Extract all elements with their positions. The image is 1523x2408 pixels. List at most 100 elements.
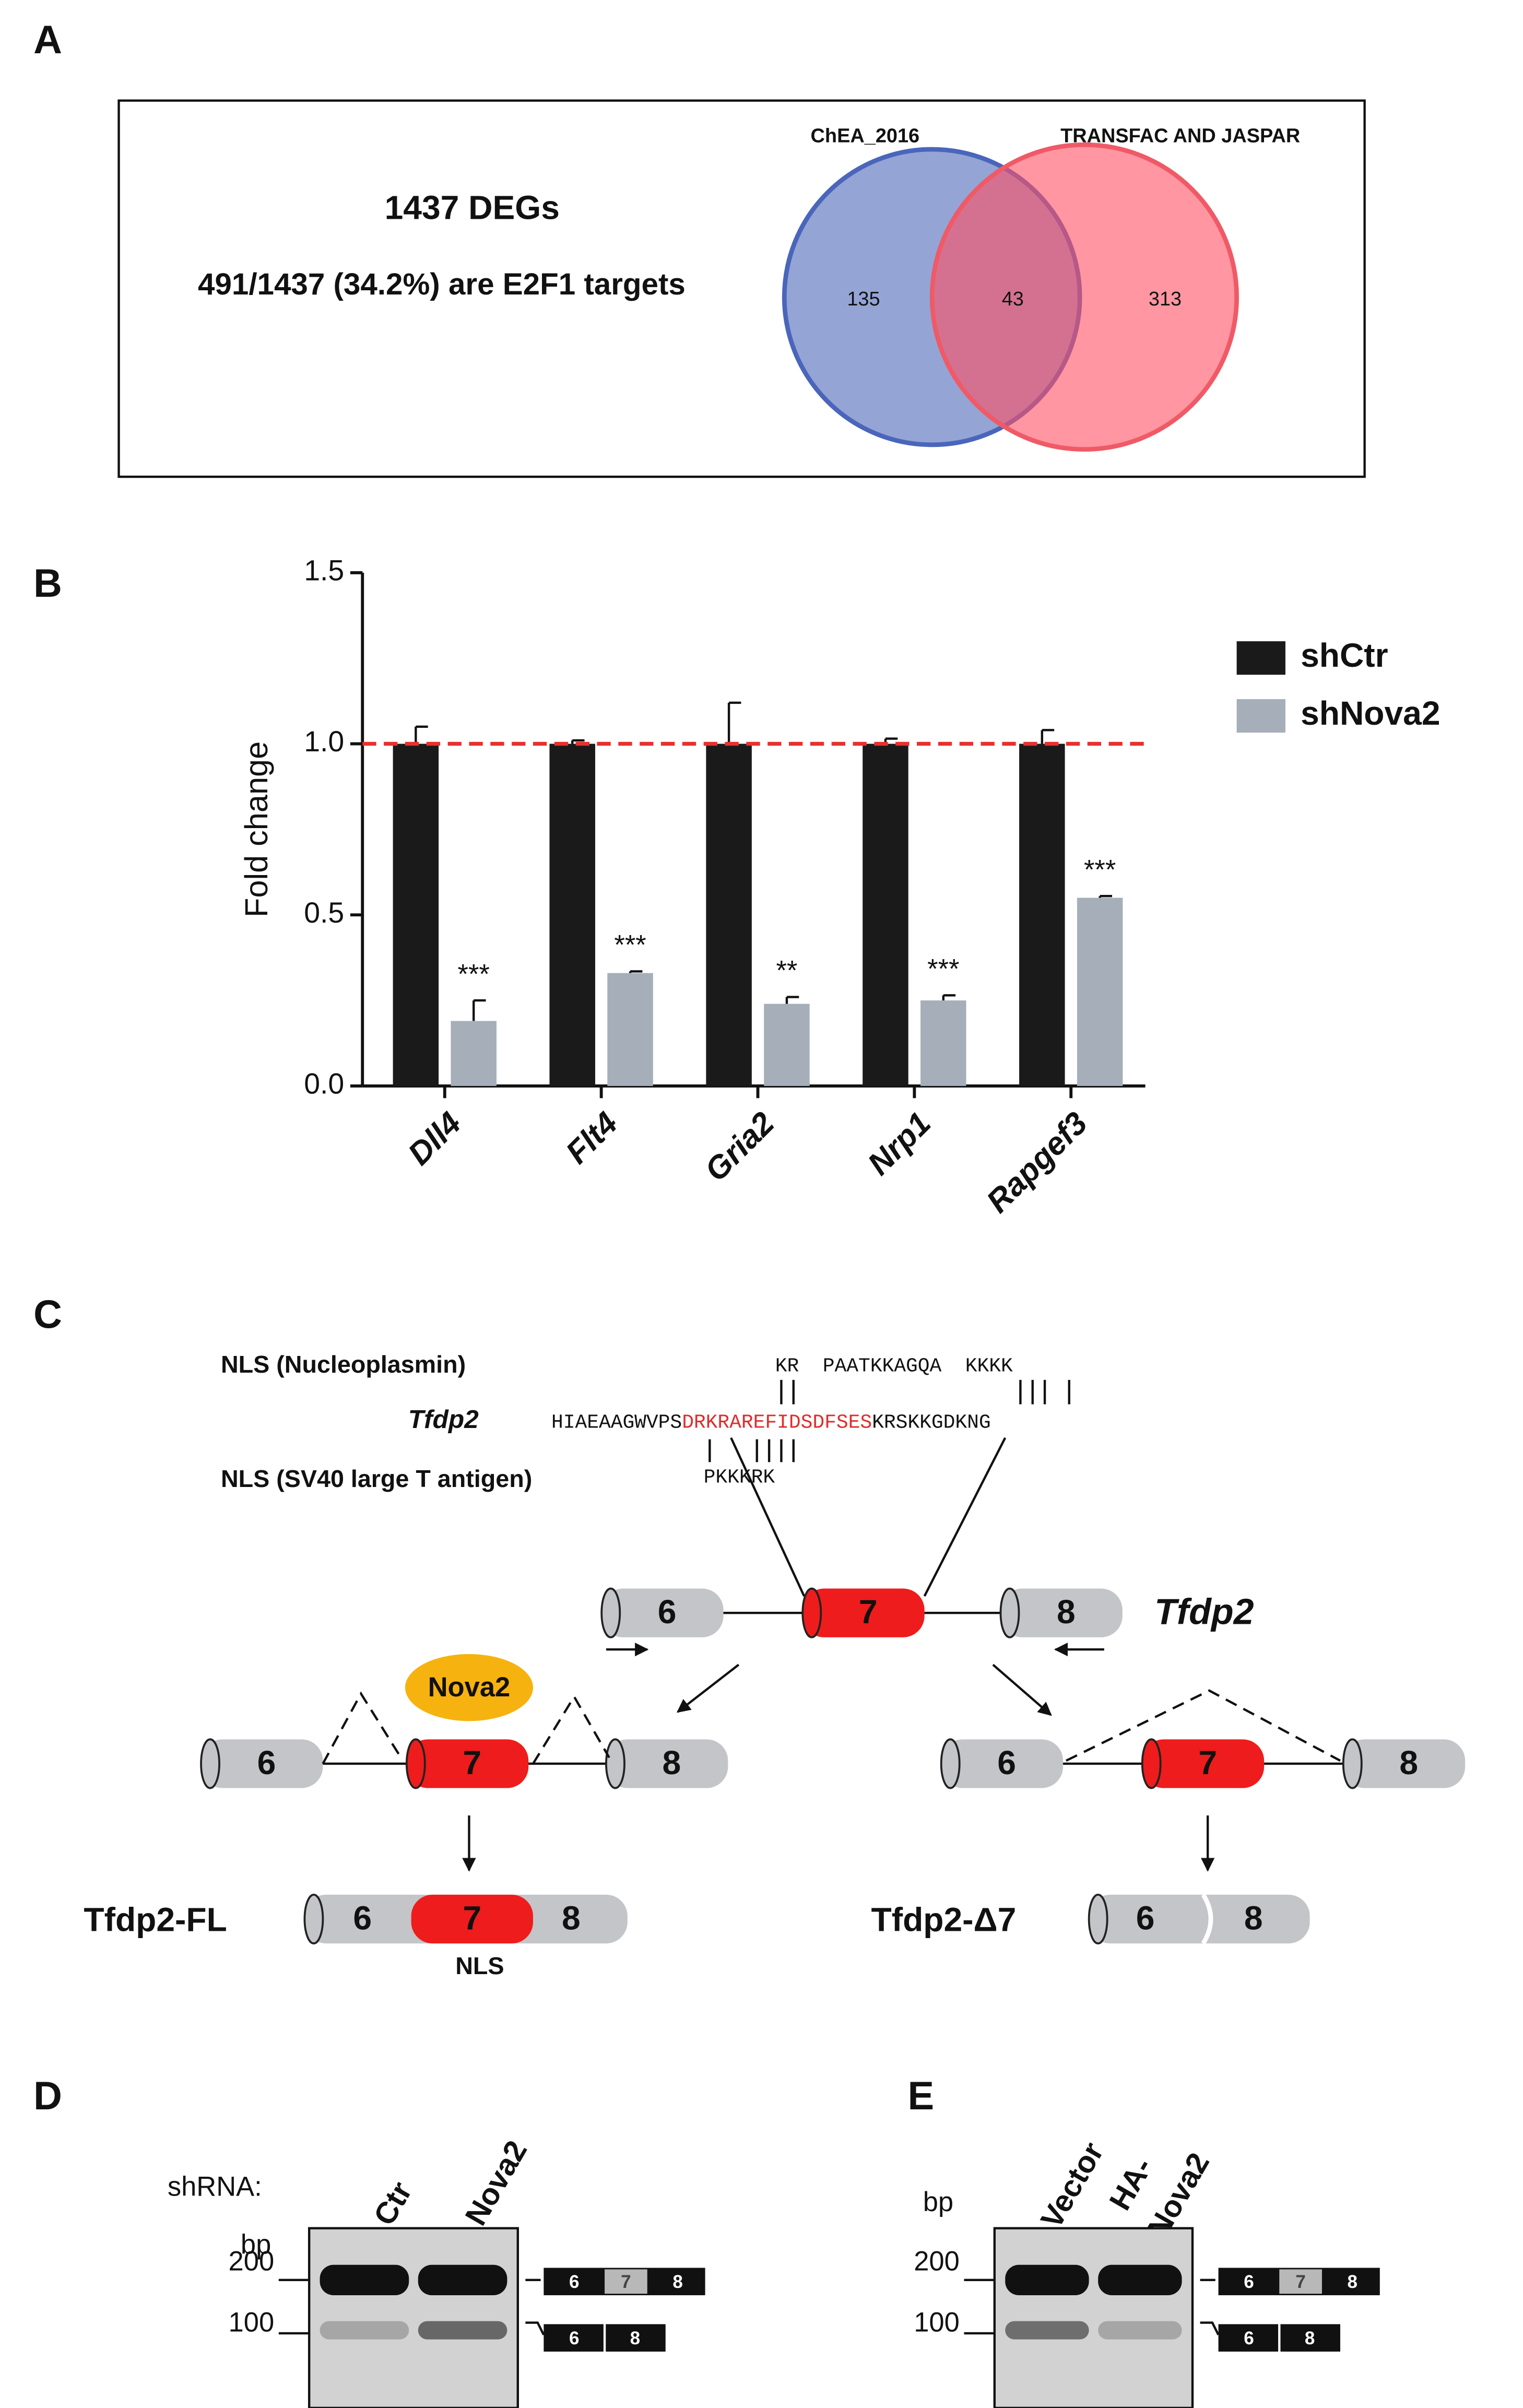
annotation: ***	[1084, 854, 1116, 885]
band	[1005, 2264, 1089, 2296]
exon-label: 7	[621, 2272, 631, 2292]
exon-end	[999, 1587, 1020, 1638]
exon-end	[801, 1587, 822, 1638]
error-bar	[415, 725, 428, 744]
exon	[1343, 1739, 1466, 1788]
x-tick-label: Flt4	[559, 1105, 624, 1171]
venn-set-label: ChEA_2016	[811, 125, 920, 147]
gene-label: Tfdp2	[408, 1404, 479, 1434]
exon-end	[600, 1587, 621, 1638]
isoform-box	[1279, 2269, 1322, 2294]
sequence: KR PAATKKAGQA KKKK	[775, 1355, 1013, 1378]
exon-label: 6	[1244, 2328, 1254, 2348]
bar	[393, 743, 439, 1086]
bar	[764, 1004, 810, 1086]
gel-header: bp	[923, 2187, 953, 2217]
isoform-box	[605, 2269, 647, 2294]
x-tick-label: Rapgef3	[979, 1105, 1094, 1220]
x-tick-label: Dll4	[401, 1105, 468, 1172]
legend-swatch	[1236, 641, 1285, 675]
exon-label: 7	[463, 1899, 481, 1937]
marker-label: 200	[229, 2246, 275, 2277]
marker-label: 100	[229, 2307, 275, 2338]
error-bar	[571, 739, 585, 744]
bar	[863, 743, 908, 1086]
exon	[802, 1588, 925, 1637]
lane-label: Vector	[1034, 2136, 1110, 2234]
exon-label: 6	[997, 1744, 1016, 1781]
legend-swatch	[1236, 699, 1285, 733]
y-axis-label: Fold change	[239, 741, 274, 917]
exon-label: 8	[630, 2328, 640, 2348]
panel-label: E	[908, 2074, 935, 2118]
exon	[406, 1739, 529, 1788]
gene-label: Tfdp2	[1154, 1591, 1254, 1632]
nls-label: NLS (SV40 large T antigen)	[221, 1465, 532, 1492]
bar	[451, 1021, 497, 1086]
band	[418, 2264, 507, 2296]
exon-end	[1342, 1738, 1363, 1789]
y-tick-label: 1.0	[304, 725, 344, 758]
gel-header: bp	[241, 2229, 271, 2260]
legend-label: shCtr	[1301, 636, 1388, 674]
legend-label: shNova2	[1301, 694, 1440, 732]
panel-label: A	[33, 18, 62, 62]
pointer	[525, 2279, 545, 2335]
nls-label: NLS (Nucleoplasmin)	[221, 1351, 466, 1378]
exon-label: 8	[562, 1899, 581, 1937]
band	[418, 2321, 507, 2340]
exon	[1000, 1588, 1123, 1637]
bar	[706, 743, 752, 1086]
gel: 6 7 8 6 8	[964, 2227, 1380, 2408]
venn-count: 43	[1002, 288, 1024, 310]
annotation: ***	[614, 930, 646, 961]
deg-subtitle: 491/1437 (34.2%) are E2F1 targets	[198, 267, 686, 301]
exon	[941, 1739, 1064, 1788]
gel: 6 7 8 6 8	[278, 2227, 705, 2408]
exon-label: 6	[569, 2328, 579, 2348]
exon-label: 8	[663, 1744, 681, 1781]
marker-label: 200	[914, 2246, 960, 2277]
seq-part: KRSKKGDKNG	[872, 1412, 990, 1434]
gel-header: shRNA:	[168, 2171, 262, 2202]
error-bar	[785, 996, 799, 1004]
exon-end	[200, 1738, 220, 1789]
annotation: ***	[927, 953, 959, 984]
exon-junction	[1201, 1893, 1213, 1945]
venn-set-label: TRANSFAC AND JASPAR	[1060, 125, 1300, 147]
marker-tick	[278, 2279, 310, 2335]
exon-label: 6	[658, 1593, 677, 1631]
lane-label: HA-	[1103, 2152, 1159, 2216]
pointer	[1200, 2279, 1220, 2335]
exon-label: 8	[1305, 2328, 1315, 2348]
exon	[606, 1739, 728, 1788]
protein-label: Nova2	[428, 1672, 511, 1703]
bar	[1077, 898, 1123, 1086]
exon-label: 8	[1057, 1593, 1076, 1631]
exon-label: 7	[1198, 1744, 1217, 1781]
exon-label: 7	[1295, 2272, 1305, 2292]
lane-label: Ctr	[367, 2176, 418, 2231]
gel-image	[308, 2227, 519, 2408]
marker-tick	[964, 2279, 995, 2335]
annotation: **	[776, 955, 797, 986]
exon	[601, 1588, 724, 1637]
y-tick-label: 0.5	[304, 896, 344, 929]
exon-end	[303, 1893, 324, 1945]
band	[1005, 2321, 1089, 2340]
band	[320, 2264, 409, 2296]
venn-count: 135	[847, 288, 880, 310]
exon-label: 7	[463, 1744, 481, 1781]
exon-end	[405, 1738, 426, 1789]
x-tick-label: Gria2	[698, 1105, 781, 1188]
exon-label: 6	[1244, 2272, 1254, 2292]
band	[320, 2321, 409, 2340]
bar-chart: 0.0 0.5 1.0 1.5 Fold change *** Dll4 *** Flt4 ** G…	[239, 554, 1440, 1220]
nova2-protein	[405, 1654, 533, 1721]
error-bar	[942, 994, 956, 1001]
error-bar	[727, 701, 741, 744]
exon-end	[605, 1738, 625, 1789]
panel-label: B	[33, 561, 62, 606]
exon	[411, 1894, 533, 1944]
